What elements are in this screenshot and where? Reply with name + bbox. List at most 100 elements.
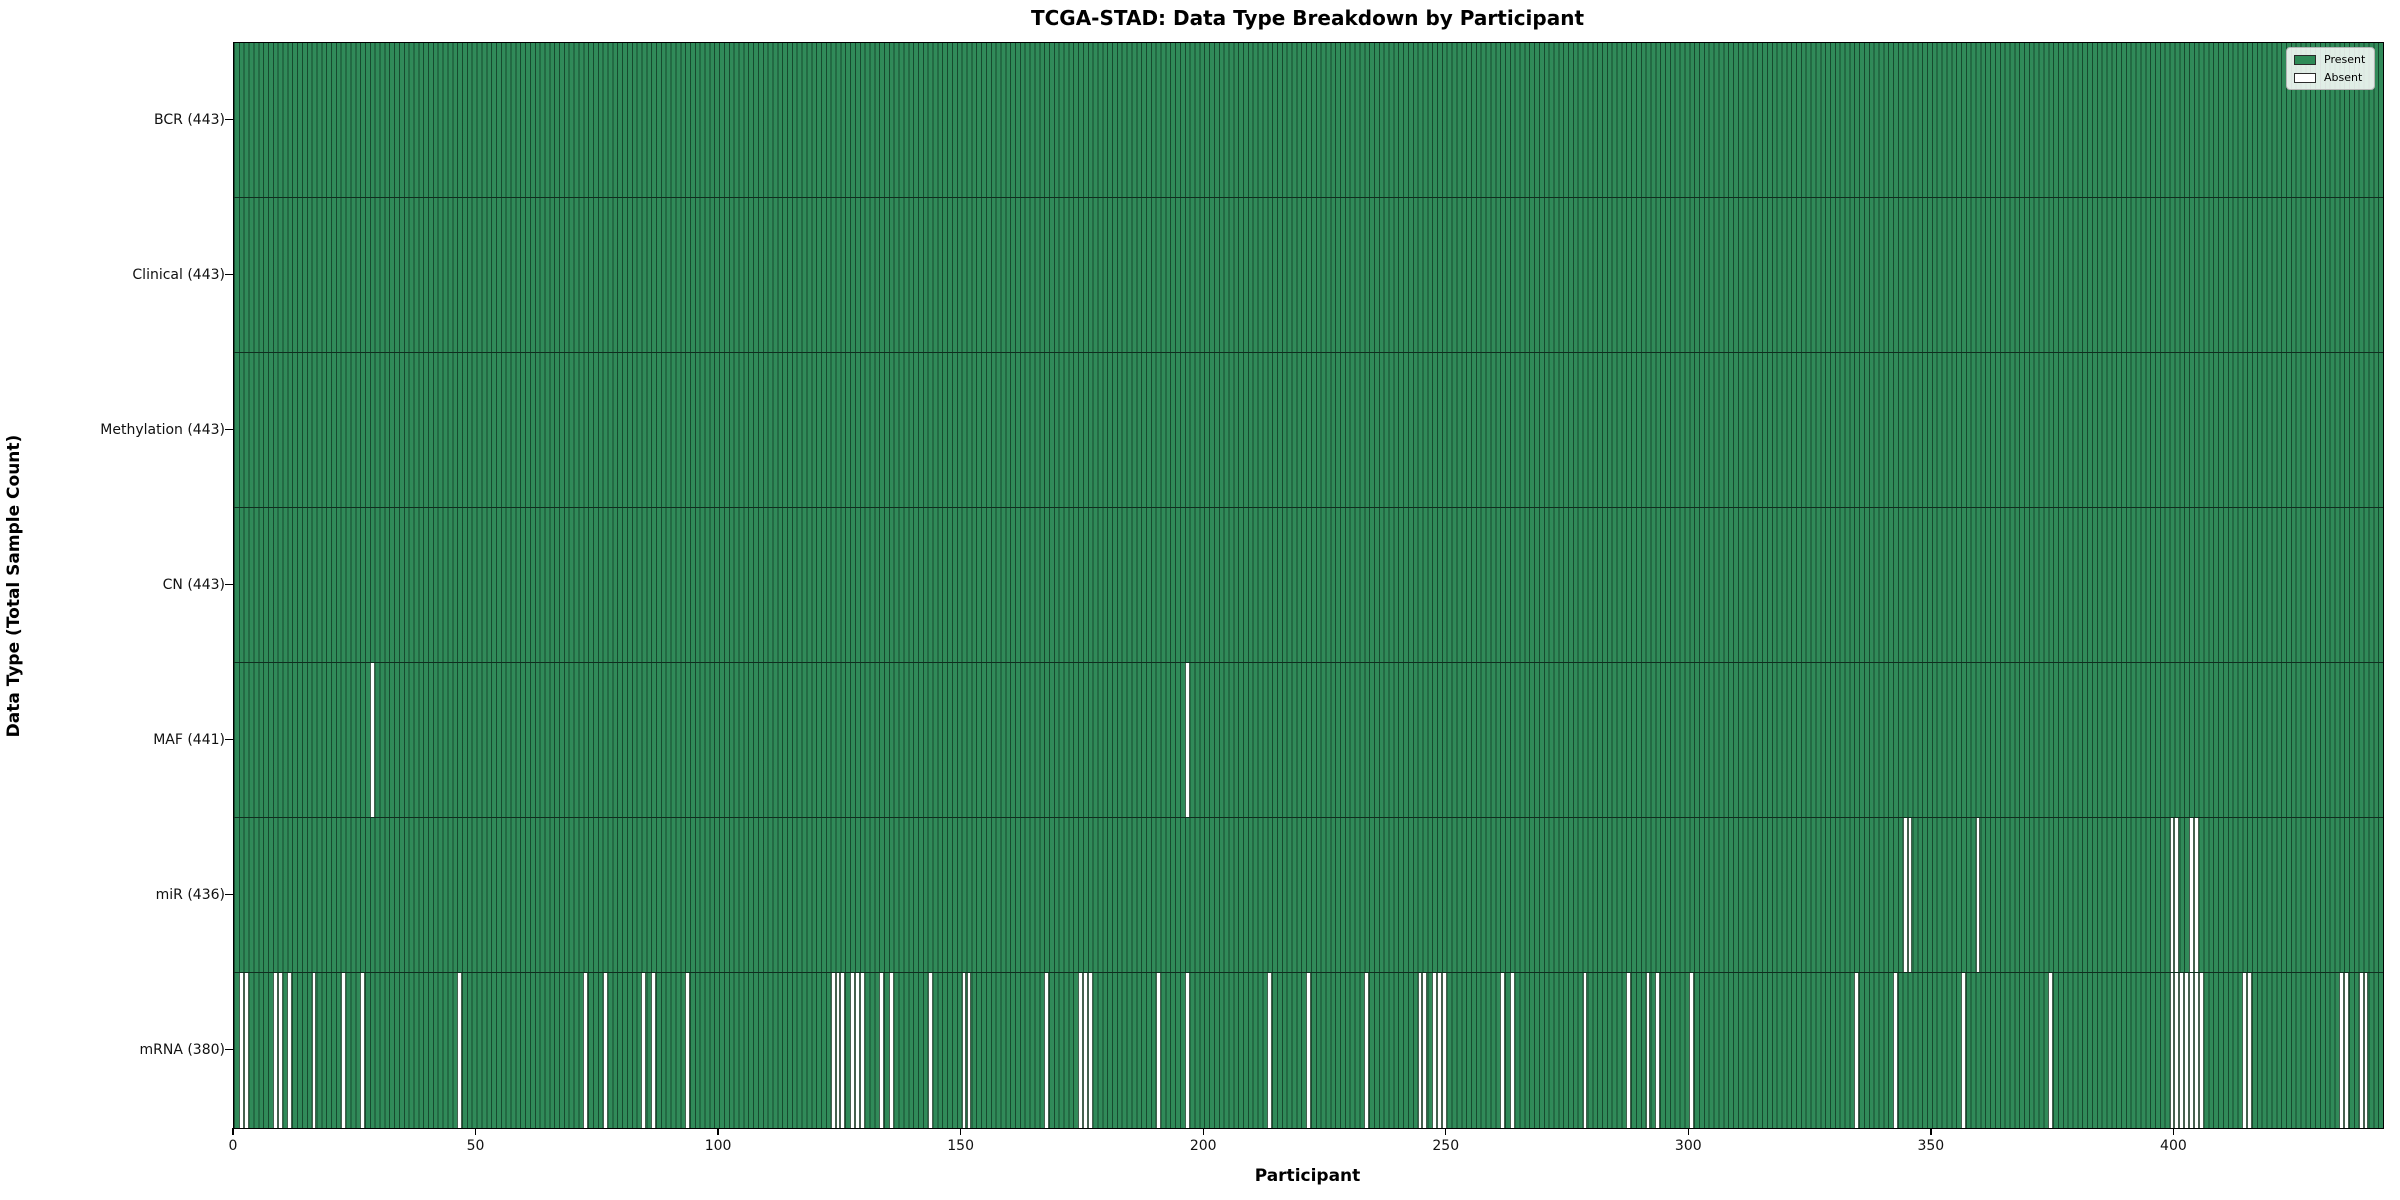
absent-bar-mrna-46 bbox=[457, 973, 462, 1128]
absent-bar-mrna-143 bbox=[927, 973, 933, 1128]
y-tick-mark bbox=[225, 1048, 233, 1051]
x-tick-mark bbox=[959, 1128, 962, 1135]
absent-bar-mir-404 bbox=[2193, 818, 2199, 972]
absent-bar-mrna-300 bbox=[1689, 973, 1695, 1128]
absent-bar-mrna-16 bbox=[311, 973, 317, 1128]
absent-bar-mrna-76 bbox=[602, 973, 608, 1128]
y-tick-label-cn: CN (443) bbox=[162, 576, 225, 593]
x-tick-label-0: 0 bbox=[228, 1138, 238, 1154]
absent-bar-mrna-247 bbox=[1432, 973, 1438, 1128]
legend: Present Absent bbox=[2286, 47, 2376, 90]
absent-bar-mrna-438 bbox=[2358, 973, 2364, 1128]
y-tick-mark bbox=[225, 428, 233, 431]
absent-bar-mrna-175 bbox=[1082, 973, 1088, 1128]
x-tick-label-100: 100 bbox=[704, 1138, 732, 1154]
absent-bar-mrna-291 bbox=[1645, 973, 1651, 1128]
y-tick-mark bbox=[225, 583, 233, 586]
heatmap-row-mir bbox=[234, 818, 2383, 973]
x-tick-label-400: 400 bbox=[2160, 1138, 2187, 1154]
absent-bar-mrna-278 bbox=[1582, 973, 1588, 1128]
absent-bar-mrna-93 bbox=[685, 973, 690, 1128]
absent-bar-mrna-196 bbox=[1184, 973, 1190, 1128]
absent-bar-mrna-11 bbox=[287, 973, 293, 1128]
absent-bar-mir-344 bbox=[1902, 818, 1908, 972]
y-tick-label-bcr: BCR (443) bbox=[154, 111, 225, 128]
absent-bar-mrna-435 bbox=[2344, 973, 2350, 1128]
absent-bar-mrna-190 bbox=[1155, 973, 1161, 1128]
absent-bar-mrna-356 bbox=[1960, 973, 1966, 1128]
legend-entry-absent: Absent bbox=[2294, 71, 2365, 84]
y-tick-label-mir: miR (436) bbox=[155, 886, 225, 903]
absent-bar-mir-400 bbox=[2174, 818, 2180, 972]
absent-bar-mrna-439 bbox=[2363, 973, 2369, 1128]
absent-bar-mrna-167 bbox=[1044, 973, 1049, 1128]
heatmap-row-methylation bbox=[234, 353, 2383, 508]
absent-bar-mrna-26 bbox=[360, 973, 365, 1128]
absent-bar-mrna-405 bbox=[2198, 973, 2204, 1128]
absent-bar-mrna-414 bbox=[2242, 973, 2248, 1128]
legend-entry-present: Present bbox=[2294, 53, 2365, 66]
absent-bar-maf-196 bbox=[1184, 663, 1190, 817]
absent-bar-mrna-374 bbox=[2048, 973, 2054, 1128]
absent-bar-mir-403 bbox=[2188, 818, 2194, 972]
absent-bar-mrna-287 bbox=[1626, 973, 1632, 1128]
x-tick-mark bbox=[1445, 1128, 1447, 1135]
absent-bar-mrna-151 bbox=[966, 973, 972, 1128]
absent-bar-mrna-123 bbox=[830, 973, 836, 1128]
absent-bar-mrna-402 bbox=[2184, 973, 2189, 1128]
absent-bar-mir-359 bbox=[1975, 818, 1981, 972]
absent-bar-mrna-400 bbox=[2174, 973, 2180, 1128]
absent-bar-mrna-1 bbox=[238, 973, 244, 1128]
absent-bar-mrna-221 bbox=[1306, 973, 1311, 1128]
absent-bar-mrna-129 bbox=[859, 973, 865, 1128]
legend-swatch-absent bbox=[2294, 72, 2316, 83]
absent-bar-mrna-213 bbox=[1267, 973, 1273, 1128]
absent-bar-mrna-174 bbox=[1078, 973, 1083, 1128]
absent-bar-mrna-404 bbox=[2193, 973, 2199, 1128]
x-tick-label-300: 300 bbox=[1674, 1138, 1702, 1154]
x-tick-mark bbox=[232, 1128, 234, 1135]
x-tick-label-350: 350 bbox=[1917, 1138, 1945, 1154]
absent-bar-mrna-72 bbox=[583, 973, 589, 1128]
y-tick-mark bbox=[225, 893, 233, 896]
absent-bar-mrna-434 bbox=[2339, 973, 2345, 1128]
absent-bar-mrna-399 bbox=[2169, 973, 2175, 1128]
y-tick-mark bbox=[225, 738, 233, 741]
absent-bar-mrna-2 bbox=[243, 973, 249, 1128]
y-tick-mark bbox=[225, 118, 233, 121]
absent-bar-mrna-22 bbox=[340, 973, 346, 1128]
absent-bar-mrna-124 bbox=[835, 973, 841, 1128]
x-tick-mark bbox=[1202, 1128, 1204, 1135]
absent-bar-mrna-84 bbox=[641, 973, 647, 1128]
absent-bar-mrna-150 bbox=[961, 973, 967, 1128]
absent-bar-mrna-128 bbox=[854, 973, 860, 1128]
absent-bar-mrna-261 bbox=[1500, 973, 1505, 1128]
legend-label: Absent bbox=[2324, 71, 2363, 84]
absent-bar-mrna-9 bbox=[277, 973, 283, 1128]
absent-bar-mrna-293 bbox=[1655, 973, 1661, 1128]
legend-label: Present bbox=[2324, 53, 2366, 66]
absent-bar-mir-345 bbox=[1907, 818, 1913, 972]
x-tick-label-50: 50 bbox=[466, 1138, 485, 1154]
x-tick-mark bbox=[1687, 1128, 1689, 1135]
absent-bar-mrna-249 bbox=[1441, 973, 1447, 1128]
absent-bar-mrna-8 bbox=[272, 973, 278, 1128]
y-tick-label-maf: MAF (441) bbox=[153, 731, 225, 748]
absent-bar-maf-28 bbox=[369, 663, 375, 817]
absent-bar-mrna-415 bbox=[2247, 973, 2252, 1128]
absent-bar-mrna-334 bbox=[1854, 973, 1860, 1128]
absent-bar-mrna-401 bbox=[2179, 973, 2185, 1128]
absent-bar-mrna-135 bbox=[888, 973, 894, 1128]
absent-bar-mrna-133 bbox=[879, 973, 885, 1128]
absent-bar-mrna-125 bbox=[840, 973, 846, 1128]
y-tick-label-mrna: mRNA (380) bbox=[139, 1041, 225, 1058]
absent-bar-mrna-245 bbox=[1422, 973, 1428, 1128]
x-tick-mark bbox=[1930, 1128, 1932, 1135]
x-axis-title: Participant bbox=[1254, 1166, 1361, 1186]
heatmap-row-maf bbox=[234, 663, 2383, 818]
x-tick-mark bbox=[474, 1128, 477, 1135]
y-tick-label-methylation: Methylation (443) bbox=[100, 421, 225, 438]
y-tick-label-clinical: Clinical (443) bbox=[132, 266, 225, 283]
chart-title: TCGA-STAD: Data Type Breakdown by Partic… bbox=[1030, 6, 1585, 30]
